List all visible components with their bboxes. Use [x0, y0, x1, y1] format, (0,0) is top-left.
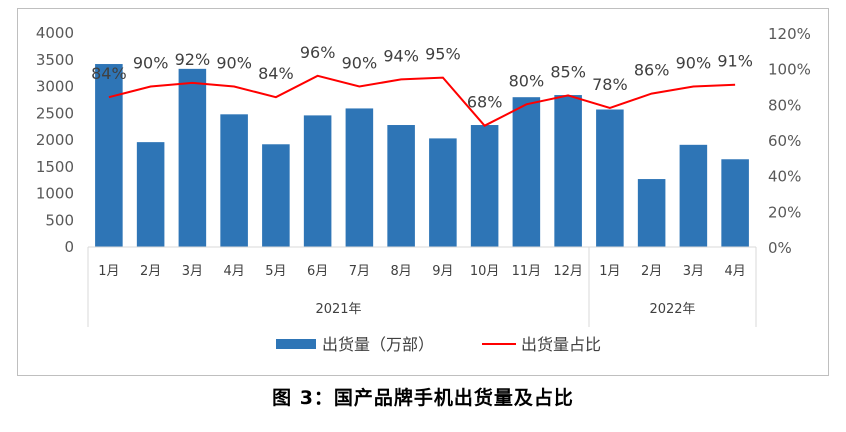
y-left-tick-label: 4000: [36, 24, 74, 42]
y-axis-left: 0 500 1000 1500 2000 2500 3000 3500 4000: [36, 24, 74, 256]
percent-data-label: 78%: [592, 75, 628, 94]
percent-data-label: 91%: [717, 52, 753, 71]
x-tick-label: 3月: [182, 264, 203, 279]
y-left-tick-label: 0: [64, 238, 74, 256]
x-tick-label: 5月: [265, 264, 286, 279]
bar: [512, 97, 541, 247]
figure-caption: 图 3：国产品牌手机出货量及占比: [272, 387, 574, 409]
percent-data-label: 85%: [550, 62, 586, 81]
bar: [679, 144, 708, 247]
y-left-tick-label: 2500: [36, 104, 74, 122]
x-tick-label: 2月: [641, 264, 662, 279]
bar: [136, 142, 165, 247]
legend-bar-swatch: [276, 339, 316, 349]
y-left-tick-label: 1000: [36, 185, 74, 203]
bar-series: [95, 64, 749, 247]
bar: [178, 68, 207, 247]
x-tick-label: 7月: [349, 264, 370, 279]
percent-data-label: 92%: [175, 50, 211, 69]
x-tick-label: 11月: [512, 264, 542, 279]
x-tick-label: 3月: [683, 264, 704, 279]
y-left-tick-label: 2000: [36, 131, 74, 149]
x-tick-label: 10月: [470, 264, 500, 279]
x-tick-label: 4月: [223, 264, 244, 279]
x-tick-label: 6月: [307, 264, 328, 279]
bar: [262, 144, 290, 247]
y-right-tick-label: 80%: [768, 96, 801, 114]
bar: [387, 125, 415, 247]
bar: [554, 95, 582, 247]
legend-bar-label: 出货量（万部）: [322, 335, 434, 354]
x-axis: 1月 2月 3月 4月 5月 6月 7月 8月 9月 10月 11月 12月 1月 2月 3月 4月 2021年…: [87, 246, 757, 327]
shipments-chart: 0 500 1000 1500 2000 2500 3000 3500 4000 0% 20% 40…: [36, 24, 811, 354]
year-group-label: 2021年: [315, 302, 361, 317]
legend-line-label: 出货量占比: [521, 335, 601, 354]
y-right-tick-label: 120%: [768, 25, 811, 43]
y-right-tick-label: 20%: [768, 203, 801, 221]
x-tick-label: 12月: [553, 264, 583, 279]
percent-data-label: 90%: [216, 54, 252, 73]
y-left-tick-label: 3500: [36, 51, 74, 69]
percent-data-label: 90%: [342, 54, 378, 73]
year-group-label: 2022年: [649, 302, 695, 317]
y-left-tick-label: 500: [45, 211, 74, 229]
x-tick-label: 2月: [140, 264, 161, 279]
percent-data-label: 68%: [467, 93, 503, 112]
bar: [637, 179, 666, 247]
x-tick-label: 8月: [390, 264, 411, 279]
x-tick-label: 9月: [432, 264, 453, 279]
percent-data-label: 90%: [676, 54, 712, 73]
y-left-tick-label: 1500: [36, 158, 74, 176]
x-tick-label: 1月: [599, 264, 620, 279]
bar: [95, 64, 123, 247]
y-axis-right: 0% 20% 40% 60% 80% 100% 120%: [768, 25, 811, 257]
line-series: [108, 74, 736, 127]
percent-labels: 84% 90% 92% 90% 84% 96% 90% 94% 95% 68% 80% 85% 78% 8…: [91, 43, 753, 112]
x-tick-label: 1月: [98, 264, 119, 279]
y-right-tick-label: 60%: [768, 132, 801, 150]
y-right-tick-label: 40%: [768, 168, 801, 186]
percent-data-label: 86%: [634, 61, 670, 80]
bar: [470, 125, 499, 247]
chart-frame: 0 500 1000 1500 2000 2500 3000 3500 4000 0% 20% 40…: [17, 8, 829, 376]
bar: [220, 114, 248, 247]
percent-data-label: 80%: [509, 71, 545, 90]
percent-data-label: 96%: [300, 43, 336, 62]
y-right-tick-label: 0%: [768, 239, 792, 257]
bar: [345, 108, 374, 247]
percent-data-label: 84%: [91, 64, 127, 83]
bar: [721, 159, 749, 247]
y-left-tick-label: 3000: [36, 78, 74, 96]
bar: [596, 109, 624, 247]
percent-data-label: 84%: [258, 64, 294, 83]
bar: [429, 138, 457, 247]
percent-data-label: 94%: [383, 46, 419, 65]
percent-data-label: 90%: [133, 54, 169, 73]
share-line: [108, 74, 736, 127]
percent-data-label: 95%: [425, 45, 461, 64]
bar: [303, 115, 332, 247]
y-right-tick-label: 100%: [768, 61, 811, 79]
x-tick-label: 4月: [724, 264, 745, 279]
legend: 出货量（万部） 出货量占比: [276, 335, 601, 354]
